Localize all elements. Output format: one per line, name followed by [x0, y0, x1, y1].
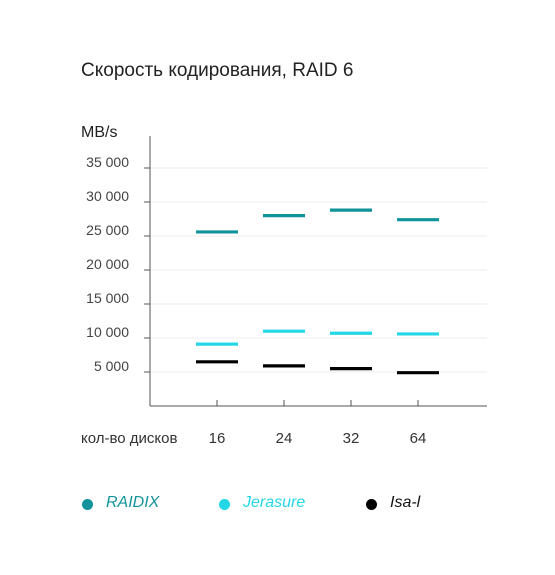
y-tick-label: 5 000 — [94, 358, 129, 374]
x-tick-label: 32 — [343, 430, 360, 447]
x-axis-label: кол-во дисков — [81, 430, 178, 447]
legend-label-jerasure: Jerasure — [243, 494, 306, 511]
x-tick-label: 16 — [209, 430, 226, 447]
x-tick-label: 24 — [276, 430, 293, 447]
legend-label-raidix: RAIDIX — [106, 494, 160, 511]
y-tick-label: 15 000 — [86, 290, 129, 306]
legend-marker-isa-l — [366, 499, 377, 510]
legend-marker-jerasure — [219, 499, 230, 510]
chart-title: Скорость кодирования, RAID 6 — [81, 60, 354, 81]
y-tick-label: 30 000 — [86, 188, 129, 204]
legend-label-isa-l: Isa-l — [390, 494, 421, 511]
y-tick-label: 20 000 — [86, 256, 129, 272]
y-tick-label: 25 000 — [86, 222, 129, 238]
x-tick-label: 64 — [410, 430, 427, 447]
y-axis-label: MB/s — [81, 124, 117, 141]
legend-marker-raidix — [82, 499, 93, 510]
y-tick-label: 10 000 — [86, 324, 129, 340]
y-tick-label: 35 000 — [86, 154, 129, 170]
